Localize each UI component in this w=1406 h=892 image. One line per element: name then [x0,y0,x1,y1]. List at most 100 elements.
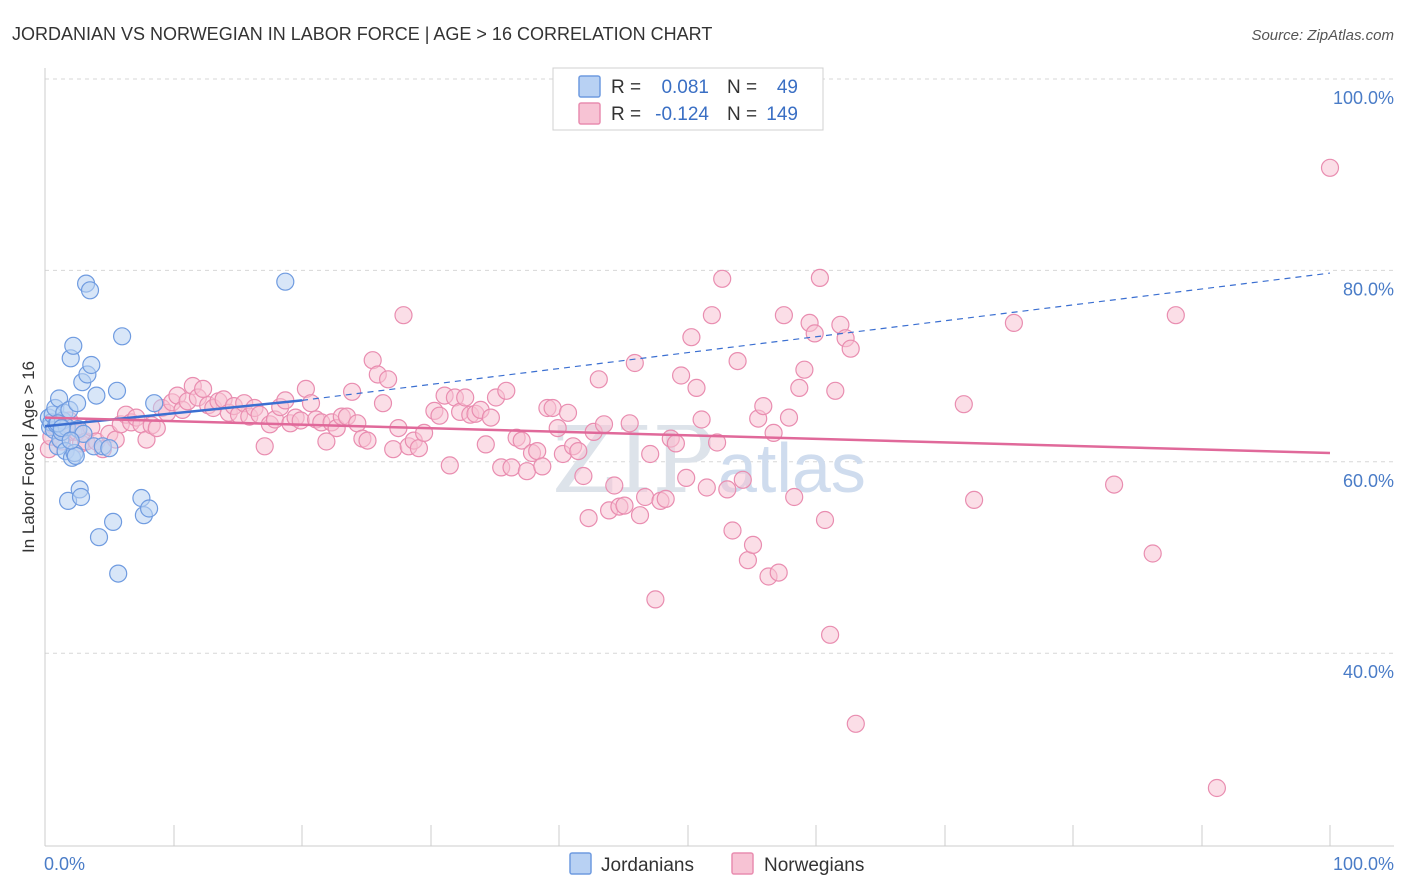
point-norwegians-77 [430,406,449,425]
legend-n-label-2: N = [727,104,757,125]
legend-box: R = 0.081 N = 49 R = -0.124 N = 149 [552,67,824,131]
point-norwegians-69 [384,440,403,459]
point-norwegians-146 [785,487,804,507]
point-norwegians-136 [733,470,752,489]
point-norwegians-71 [394,306,413,325]
point-norwegians-152 [815,510,835,530]
point-norwegians-86 [476,435,495,454]
point-norwegians-143 [769,563,788,582]
point-norwegians-128 [692,410,711,429]
point-norwegians-118 [641,444,660,464]
bottom-legend-swatch-jordanians [569,852,592,875]
point-norwegians-161 [1004,313,1024,332]
point-norwegians-68 [379,370,398,389]
point-norwegians-113 [615,496,634,515]
point-norwegians-82 [456,388,475,407]
point-norwegians-162 [1104,475,1124,494]
point-norwegians-121 [656,489,675,508]
point-norwegians-44 [255,437,274,456]
chart-source: Source: ZipAtlas.com [1251,27,1394,44]
point-jordanians-36 [100,439,119,458]
y-axis-label: In Labor Force | Age > 16 [19,361,38,553]
point-norwegians-145 [779,408,799,427]
point-norwegians-130 [702,306,722,325]
point-norwegians-79 [440,456,459,475]
point-norwegians-158 [846,714,865,733]
point-norwegians-32 [194,379,213,398]
point-norwegians-115 [625,353,644,373]
point-norwegians-102 [558,403,578,422]
point-norwegians-131 [707,433,727,452]
point-norwegians-138 [743,535,763,555]
point-jordanians-48 [61,431,80,450]
point-norwegians-94 [517,462,537,481]
x-tick-label-max: 100.0% [1333,854,1394,874]
point-norwegians-154 [826,381,845,400]
point-jordanians-19 [64,336,83,355]
x-axis-ticks [173,825,1331,846]
point-norwegians-153 [820,625,840,644]
point-norwegians-166 [1320,158,1340,177]
point-norwegians-105 [574,466,593,486]
point-norwegians-123 [666,434,686,453]
legend-r-value-norwegians: -0.124 [655,104,709,125]
point-jordanians-21 [66,446,85,465]
point-norwegians-114 [620,414,639,433]
point-norwegians-164 [1166,306,1185,325]
point-norwegians-100 [548,419,567,438]
point-norwegians-97 [533,457,552,476]
point-norwegians-132 [713,269,732,288]
point-norwegians-116 [630,506,650,525]
chart-title: JORDANIAN VS NORWEGIAN IN LABOR FORCE | … [12,24,712,44]
point-norwegians-67 [373,394,393,413]
legend-n-value-jordanians: 49 [777,77,798,98]
trend-norwegians [44,416,1331,455]
point-norwegians-111 [605,476,624,495]
point-norwegians-157 [841,339,860,358]
point-norwegians-134 [723,521,742,540]
point-norwegians-165 [1207,778,1227,798]
point-norwegians-64 [358,431,377,450]
point-jordanians-22 [67,394,87,413]
bottom-legend: Jordanians Norwegians [569,852,864,876]
point-jordanians-40 [112,327,132,346]
series-norwegians-points [39,158,1340,798]
legend-n-value-norwegians: 149 [766,104,798,125]
point-norwegians-56 [317,432,336,451]
point-jordanians-44 [145,394,164,413]
point-norwegians-159 [954,395,973,414]
point-norwegians-137 [738,551,758,570]
point-norwegians-96 [528,442,547,461]
point-norwegians-53 [301,394,321,413]
bottom-legend-label-norwegians: Norwegians [764,855,864,876]
point-norwegians-108 [589,370,608,389]
gridlines [45,78,1394,654]
y-tick-label-100: 100.0% [1333,88,1394,108]
bottom-legend-label-jordanians: Jordanians [601,855,694,876]
point-norwegians-87 [481,408,500,427]
point-jordanians-31 [82,355,101,375]
point-jordanians-33 [87,386,106,405]
point-jordanians-30 [80,281,100,300]
point-norwegians-148 [795,360,814,379]
x-tick-label-min: 0.0% [44,854,85,874]
trend-jordanians [44,399,303,428]
series-jordanians-points [39,272,295,583]
point-jordanians-45 [276,272,295,291]
point-jordanians-43 [140,499,159,518]
point-norwegians-93 [512,431,531,450]
legend-r-label-1: R = [611,77,641,98]
point-norwegians-144 [774,306,794,325]
legend-n-label-1: N = [727,77,757,98]
point-norwegians-23 [147,419,166,438]
point-norwegians-99 [543,398,562,418]
point-norwegians-51 [291,411,310,430]
point-norwegians-125 [677,468,696,487]
point-norwegians-62 [348,414,367,433]
point-norwegians-129 [697,478,716,497]
point-norwegians-117 [635,487,655,507]
bottom-legend-swatch-norwegians [731,852,754,875]
legend-swatch-jordanians [578,75,601,98]
point-norwegians-147 [790,378,809,397]
point-norwegians-109 [594,415,614,434]
